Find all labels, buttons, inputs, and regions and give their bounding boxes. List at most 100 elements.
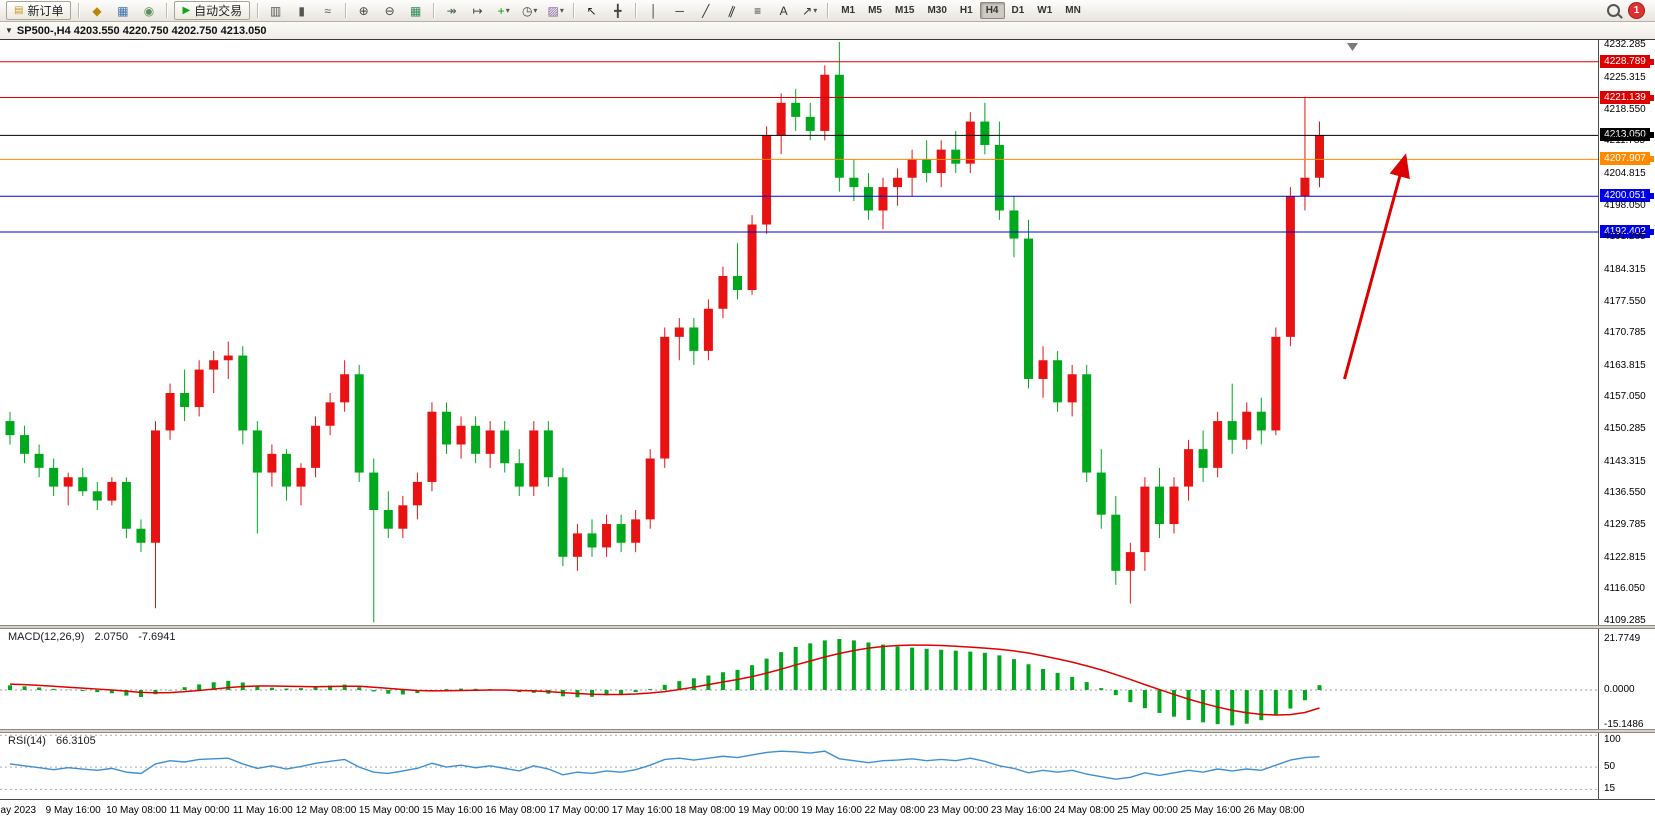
time-axis-label: 24 May 08:00 [1054,805,1115,816]
templates-icon-caret[interactable]: ▾ [559,6,564,15]
cursor-icon-glyph: ↖ [586,3,597,18]
notification-badge[interactable]: 1 [1628,2,1645,19]
macd-canvas[interactable] [0,629,1655,729]
autotrading-button-label: 自动交易 [194,4,243,18]
timeframe-d1-button[interactable]: D1 [1011,5,1025,16]
timeframe-group: M1 M5 M15 M30 H1 H4 D1 W1 MN [835,2,1087,19]
time-axis-label: 23 May 16:00 [990,805,1052,816]
timeframe-h4-button[interactable]: H4 [979,2,1005,19]
chart-shift-icon[interactable]: ↦ [465,1,490,21]
tile-windows-icon-glyph: ▦ [410,3,422,18]
macd-title: MACD(12,26,9) [8,631,85,643]
rsi-title: RSI(14) [8,735,46,747]
time-axis-label: 15 May 16:00 [422,805,483,816]
toolbar-separator [635,3,637,18]
data-window-icon[interactable]: ▦ [110,1,135,21]
arrows-tool-icon-glyph: ↗ [802,3,813,18]
bars-chart-icon[interactable]: ▥ [263,1,288,21]
rsi-canvas[interactable] [0,733,1655,799]
periods-icon[interactable]: ◷ ▾ [517,1,542,21]
timeframe-m1-button[interactable]: M1 [841,5,856,16]
time-axis-label: 16 May 08:00 [485,805,546,816]
autotrading-button-icon: ▶ [182,5,191,16]
macd-main-value: 2.0750 [94,631,129,643]
cursor-icon[interactable]: ↖ [579,1,604,21]
timeframe-mn-button[interactable]: MN [1065,5,1081,16]
trendline-icon[interactable]: ╱ [693,1,718,21]
time-axis-label: 19 May 16:00 [801,805,862,816]
periods-icon-glyph: ◷ [521,3,533,18]
channel-icon-glyph: ∥ [726,2,738,19]
navigator-icon-glyph: ◉ [143,3,155,18]
price-chart-canvas[interactable] [0,40,1655,625]
arrows-tool-icon[interactable]: ↗ ▾ [797,1,822,21]
horizontal-line-icon-glyph: ─ [675,3,684,18]
indicators-icon[interactable]: + ▾ [491,1,516,21]
timeframe-m5-button[interactable]: M5 [868,5,882,16]
new-order-button-label: 新订单 [27,4,64,18]
bars-chart-icon-glyph: ▥ [270,3,282,18]
crosshair-icon[interactable]: ╋ [605,1,630,21]
zoom-in-icon-glyph: ⊕ [358,3,369,18]
zoom-out-icon[interactable]: ⊖ [377,1,402,21]
tile-windows-icon[interactable]: ▦ [403,1,428,21]
crosshair-icon-glyph: ╋ [614,3,622,18]
timeframe-m15-button[interactable]: M15 [895,5,915,16]
line-chart-icon[interactable]: ≈ [315,1,340,21]
periods-icon-caret[interactable]: ▾ [533,6,538,15]
text-label-icon[interactable]: A [771,1,796,21]
timeframe-h1-button[interactable]: H1 [959,5,973,16]
line-chart-icon-glyph: ≈ [324,3,331,18]
macd-header: MACD(12,26,9) 2.0750 -7.6941 [8,631,176,643]
indicators-icon-caret[interactable]: ▾ [505,6,510,15]
autotrading-button[interactable]: ▶ 自动交易 [174,1,251,20]
collapse-triangle-icon[interactable]: ▼ [5,26,13,35]
time-axis-label: 9 May 2023 [0,805,37,816]
new-order-button[interactable]: ▤ 新订单 [6,1,72,20]
trendline-icon-glyph: ╱ [702,3,710,18]
time-axis-label: 25 May 16:00 [1180,805,1242,816]
rsi-panel[interactable] [0,733,1655,799]
auto-scroll-icon-glyph: ↠ [446,3,457,18]
panel-splitter[interactable] [0,625,1655,629]
templates-icon[interactable]: ▨ ▾ [543,1,568,21]
toolbar-separator [433,3,435,18]
chart-title-bar[interactable]: ▼ SP500-,H4 4203.550 4220.750 4202.750 4… [0,22,1655,40]
toolbar-right: 1 [1607,2,1651,19]
metaeditor-icon-glyph: ◆ [92,3,102,18]
time-axis-label: 25 May 00:00 [1117,805,1178,816]
arrows-tool-icon-caret[interactable]: ▾ [813,6,818,15]
price-scale-divider [1598,40,1599,799]
time-axis-label: 23 May 00:00 [927,805,989,816]
time-axis-label: 11 May 00:00 [169,805,230,816]
toolbar-separator [827,3,829,18]
toolbar-separator [78,3,80,18]
time-axis-label: 15 May 00:00 [358,805,420,816]
timeframe-w1-button[interactable]: W1 [1037,5,1053,16]
data-window-icon-glyph: ▦ [117,3,129,18]
time-axis-label: 19 May 00:00 [738,805,799,816]
panel-splitter[interactable] [0,729,1655,733]
timeframe-m30-button[interactable]: M30 [927,5,947,16]
channel-icon[interactable]: ∥ [719,1,744,21]
price-chart[interactable] [0,40,1655,625]
trend-arrow-annotation[interactable] [1343,153,1410,380]
chart-shift-icon-glyph: ↦ [472,3,483,18]
zoom-in-icon[interactable]: ⊕ [351,1,376,21]
navigator-icon[interactable]: ◉ [136,1,161,21]
fibonacci-icon[interactable]: ≡ [745,1,770,21]
search-icon[interactable] [1607,4,1620,17]
macd-signal-value: -7.6941 [138,631,176,643]
new-order-button-icon: ▤ [14,5,24,16]
candlestick-chart-icon-glyph: ▮ [298,3,305,18]
toolbar-items: ▤ 新订单 ◆ ▦ ◉ ▶ 自动交易 ▥ ▮ ≈ ⊕ ⊖ ▦ ↠ ↦ + ▾ ◷ ▾ ▨ ▾ ↖ ╋ │ ─ ╱ ∥ ≡ A ↗ ▾ M1 M5… [4,1,1087,21]
toolbar-separator [573,3,575,18]
horizontal-line-icon[interactable]: ─ [667,1,692,21]
templates-icon-glyph: ▨ [547,3,559,18]
metaeditor-icon[interactable]: ◆ [84,1,109,21]
vertical-line-icon[interactable]: │ [641,1,666,21]
macd-panel[interactable] [0,629,1655,729]
candlestick-chart-icon[interactable]: ▮ [289,1,314,21]
auto-scroll-icon[interactable]: ↠ [439,1,464,21]
